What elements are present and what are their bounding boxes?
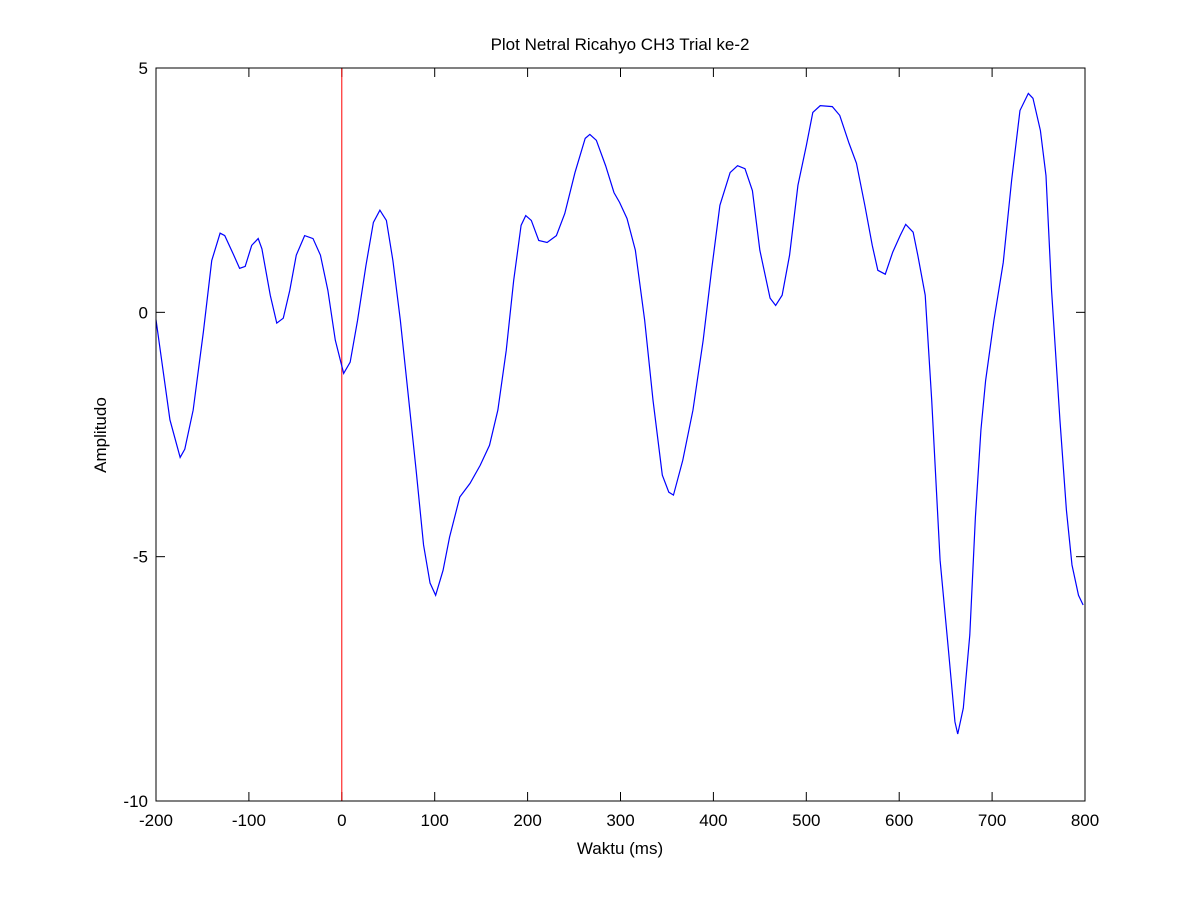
y-tick-label: 5 — [139, 59, 148, 78]
x-tick-label: 100 — [421, 811, 449, 830]
x-tick-label: 300 — [606, 811, 634, 830]
x-tick-label: 600 — [885, 811, 913, 830]
x-tick-label: 800 — [1071, 811, 1099, 830]
x-tick-label: -100 — [232, 811, 266, 830]
data-line — [155, 92, 1084, 735]
y-tick-label: 0 — [139, 303, 148, 322]
plot-frame — [155, 67, 1086, 802]
y-tick-label: -5 — [133, 548, 148, 567]
x-axis-label: Waktu (ms) — [577, 839, 663, 858]
x-tick-label: 200 — [513, 811, 541, 830]
x-tick-label: -200 — [139, 811, 173, 830]
x-tick-label: 700 — [978, 811, 1006, 830]
x-tick-label: 400 — [699, 811, 727, 830]
y-tick-label: -10 — [123, 792, 148, 811]
x-tick-label: 0 — [337, 811, 346, 830]
y-axis-label: Amplitudo — [91, 397, 110, 473]
chart-title: Plot Netral Ricahyo CH3 Trial ke-2 — [491, 35, 750, 54]
x-tick-label: 500 — [792, 811, 820, 830]
